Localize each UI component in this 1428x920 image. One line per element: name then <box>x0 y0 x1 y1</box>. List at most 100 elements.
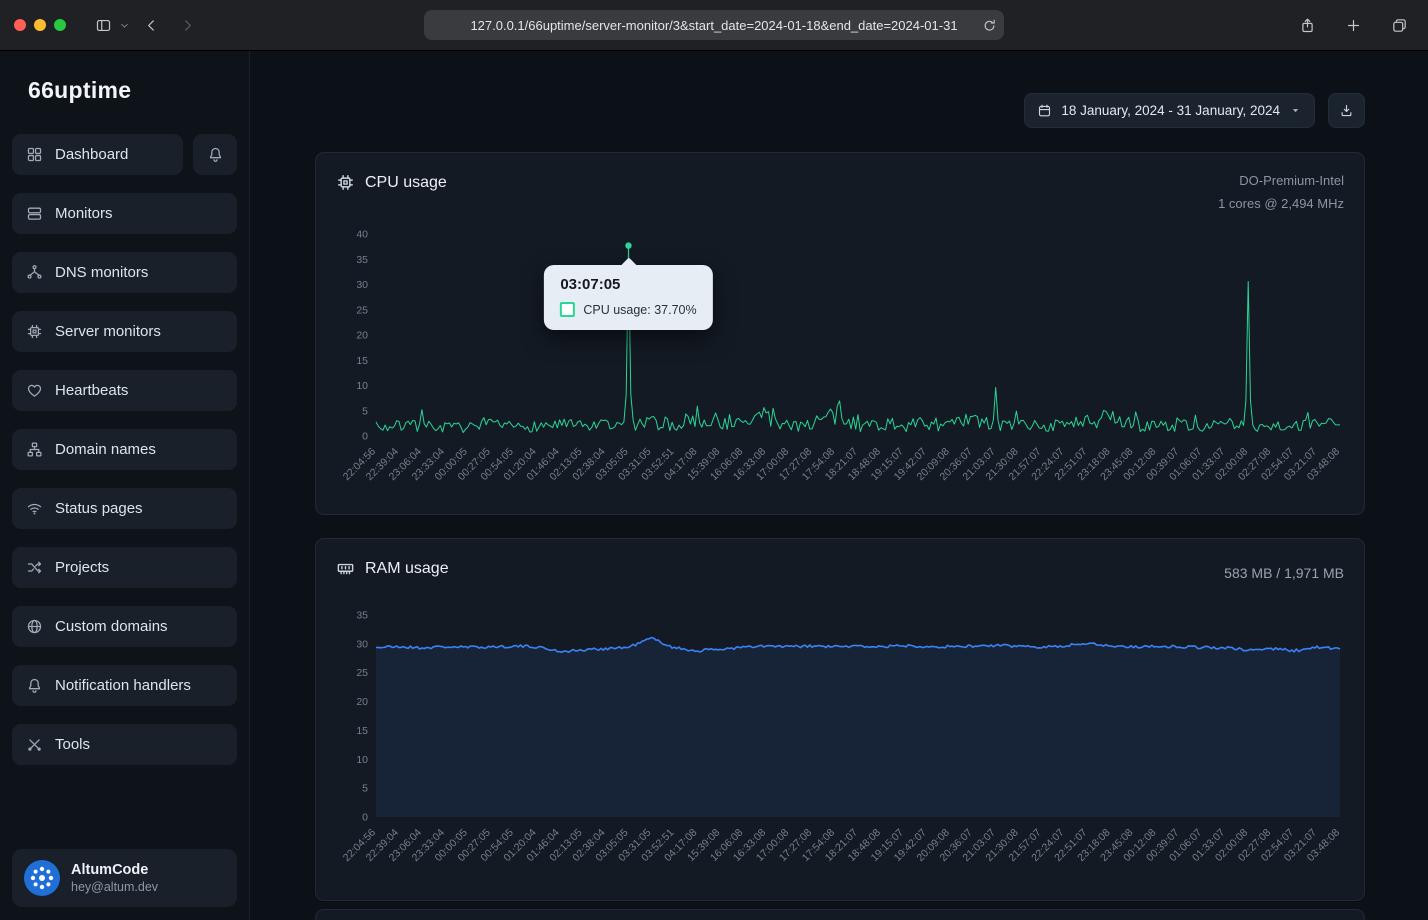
domain-names-icon <box>26 441 43 458</box>
brand: 66uptime <box>12 51 237 134</box>
svg-text:15: 15 <box>356 725 368 737</box>
main-content: 18 January, 2024 - 31 January, 2024 CPU … <box>250 51 1428 920</box>
svg-text:35: 35 <box>356 610 368 622</box>
svg-text:15: 15 <box>356 355 368 367</box>
sidebar-item-domain-names[interactable]: Domain names <box>12 429 237 470</box>
sidebar-item-label: Server monitors <box>55 323 161 340</box>
sidebar-item-dashboard[interactable]: Dashboard <box>12 134 183 175</box>
sidebar-item-heartbeats[interactable]: Heartbeats <box>12 370 237 411</box>
chart-tooltip: 03:07:05 CPU usage: 37.70% <box>544 265 712 330</box>
custom-domains-icon <box>26 618 43 635</box>
sidebar-item-label: Notification handlers <box>55 677 191 694</box>
minimize-button[interactable] <box>34 19 46 31</box>
sidebar-item-notification-handlers[interactable]: Notification handlers <box>12 665 237 706</box>
ram-usage-card: RAM usage 583 MB / 1,971 MB 051015202530… <box>315 538 1365 901</box>
tooltip-series-swatch <box>560 302 575 317</box>
cpu-usage-card: CPU usage DO-Premium-Intel 1 cores @ 2,4… <box>315 152 1365 515</box>
cpu-card-title: CPU usage <box>365 174 447 192</box>
server-monitors-icon <box>26 323 43 340</box>
back-button[interactable] <box>136 11 166 39</box>
dashboard-icon <box>26 146 43 163</box>
share-icon <box>1299 17 1316 34</box>
cpu-plan-label: DO-Premium-Intel <box>1218 169 1344 192</box>
date-range-label: 18 January, 2024 - 31 January, 2024 <box>1061 103 1280 118</box>
svg-text:35: 35 <box>356 254 368 266</box>
sidebar-item-label: Dashboard <box>55 146 128 163</box>
dns-monitors-icon <box>26 264 43 281</box>
account-card[interactable]: AltumCode hey@altum.dev <box>12 849 237 907</box>
svg-text:5: 5 <box>362 405 368 417</box>
browser-actions <box>1292 11 1414 39</box>
tooltip-time: 03:07:05 <box>560 276 696 293</box>
svg-text:0: 0 <box>362 430 368 442</box>
plus-icon <box>1345 17 1362 34</box>
sidebar-item-tools[interactable]: Tools <box>12 724 237 765</box>
ram-chart-area[interactable]: 0510152025303522:04:5622:39:0423:06:0423… <box>336 603 1344 880</box>
sidebar-item-label: Monitors <box>55 205 113 222</box>
sidebar-item-label: Projects <box>55 559 109 576</box>
sidebar-item-label: Heartbeats <box>55 382 128 399</box>
sidebar-item-label: Tools <box>55 736 90 753</box>
ram-total-label: 583 MB / 1,971 MB <box>1224 561 1344 586</box>
svg-text:10: 10 <box>356 754 368 766</box>
tabs-icon <box>1391 17 1408 34</box>
forward-button[interactable] <box>172 11 202 39</box>
new-tab-button[interactable] <box>1338 11 1368 39</box>
svg-text:30: 30 <box>356 638 368 650</box>
tab-group-caret-button[interactable] <box>118 19 130 31</box>
tooltip-label: CPU usage: 37.70% <box>583 303 696 317</box>
sidebar-nav: Dashboard Monitors DNS monitors Server moni… <box>12 134 237 783</box>
ram-card-title: RAM usage <box>365 560 449 578</box>
browser-toolbar: 127.0.0.1/66uptime/server-monitor/3&star… <box>0 0 1428 51</box>
sidebar-item-projects[interactable]: Projects <box>12 547 237 588</box>
sidebar-item-dns-monitors[interactable]: DNS monitors <box>12 252 237 293</box>
tools-icon <box>26 736 43 753</box>
sidebar-item-custom-domains[interactable]: Custom domains <box>12 606 237 647</box>
ram-chart: 0510152025303522:04:5622:39:0423:06:0423… <box>336 603 1346 875</box>
close-button[interactable] <box>14 19 26 31</box>
account-email: hey@altum.dev <box>71 880 158 894</box>
sidebar-toggle-icon <box>95 17 112 34</box>
download-icon <box>1339 103 1354 118</box>
notifications-button[interactable] <box>193 134 237 175</box>
cpu-spec-label: 1 cores @ 2,494 MHz <box>1218 192 1344 215</box>
sidebar-item-label: Domain names <box>55 441 156 458</box>
altumcode-logo <box>24 860 60 896</box>
svg-text:40: 40 <box>356 228 368 240</box>
cpu-icon <box>336 173 355 192</box>
projects-icon <box>26 559 43 576</box>
sidebar-toggle-button[interactable] <box>88 11 118 39</box>
chevron-right-icon <box>179 17 196 34</box>
tabs-overview-button[interactable] <box>1384 11 1414 39</box>
svg-text:25: 25 <box>356 304 368 316</box>
svg-text:30: 30 <box>356 279 368 291</box>
sidebar-item-label: Custom domains <box>55 618 168 635</box>
cpu-chart-area[interactable]: 051015202530354022:04:5622:39:0423:06:04… <box>336 222 1344 499</box>
sidebar-item-status-pages[interactable]: Status pages <box>12 488 237 529</box>
svg-text:5: 5 <box>362 783 368 795</box>
url-text: 127.0.0.1/66uptime/server-monitor/3&star… <box>470 18 957 33</box>
sidebar-item-server-monitors[interactable]: Server monitors <box>12 311 237 352</box>
zoom-button[interactable] <box>54 19 66 31</box>
status-pages-icon <box>26 500 43 517</box>
svg-text:25: 25 <box>356 667 368 679</box>
export-button[interactable] <box>1328 93 1365 128</box>
reload-icon[interactable] <box>982 18 997 33</box>
chevron-down-icon <box>119 20 130 31</box>
bell-icon <box>207 146 224 163</box>
sidebar: 66uptime Dashboard Monitors DNS monitors Se… <box>0 51 250 920</box>
monitors-icon <box>26 205 43 222</box>
address-bar[interactable]: 127.0.0.1/66uptime/server-monitor/3&star… <box>424 10 1004 40</box>
sidebar-item-label: DNS monitors <box>55 264 148 281</box>
window-controls <box>14 19 66 31</box>
chevron-left-icon <box>143 17 160 34</box>
svg-text:0: 0 <box>362 812 368 824</box>
heartbeats-icon <box>26 382 43 399</box>
sidebar-item-monitors[interactable]: Monitors <box>12 193 237 234</box>
svg-text:10: 10 <box>356 380 368 392</box>
share-button[interactable] <box>1292 11 1322 39</box>
date-range-picker[interactable]: 18 January, 2024 - 31 January, 2024 <box>1024 93 1315 128</box>
calendar-icon <box>1037 103 1052 118</box>
caret-down-icon <box>1289 104 1302 117</box>
ram-icon <box>336 559 355 578</box>
